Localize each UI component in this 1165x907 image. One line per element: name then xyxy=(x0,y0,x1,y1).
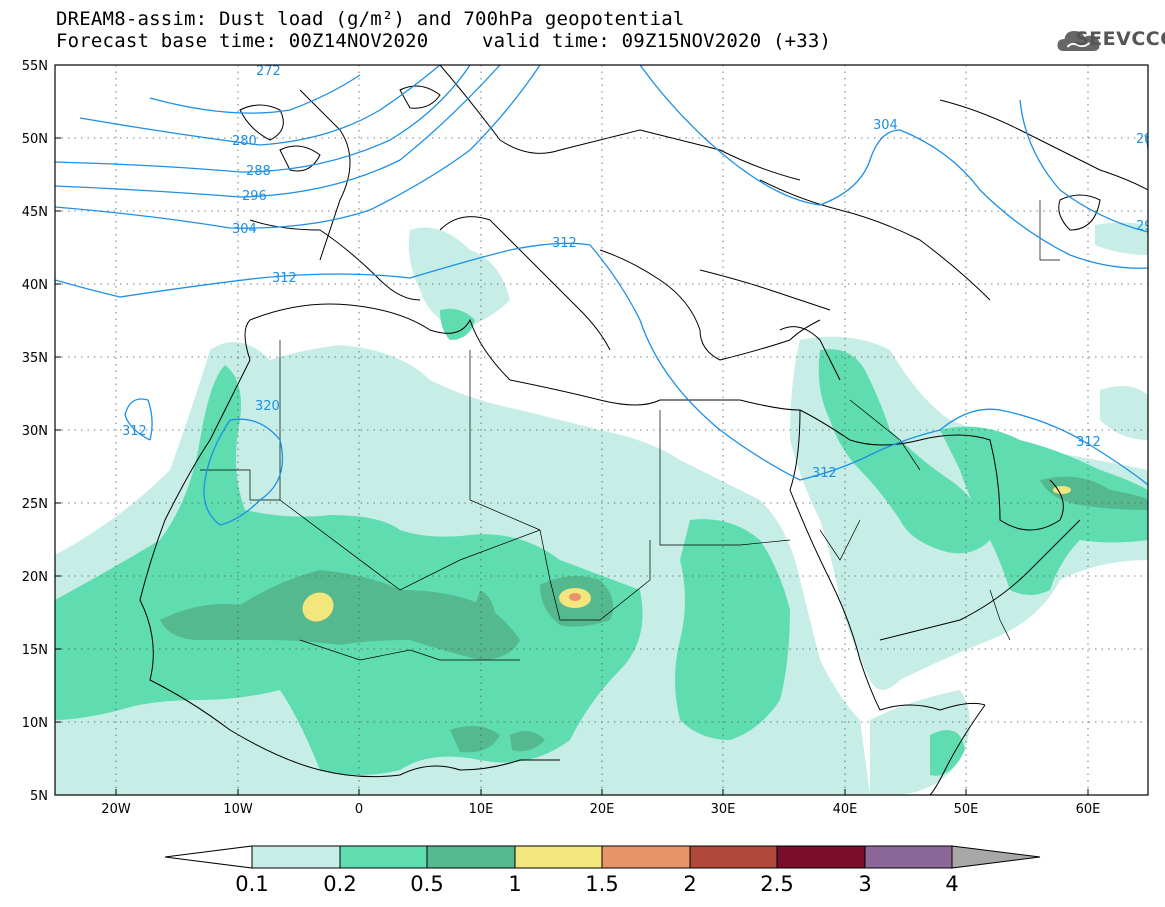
map-title-base-time: Forecast base time: 00Z14NOV2020 xyxy=(56,30,429,52)
lon-label: 60E xyxy=(1076,802,1101,817)
lat-label: 25N xyxy=(22,497,48,512)
lat-label: 50N xyxy=(22,132,48,147)
lon-label: 20W xyxy=(101,802,131,817)
gridlines xyxy=(55,65,1148,795)
colorbar-label: 2.5 xyxy=(760,872,793,896)
lat-label: 55N xyxy=(22,59,48,74)
colorbar-label: 0.2 xyxy=(323,872,356,896)
colorbar-labels: 0.1 0.2 0.5 1 1.5 2 2.5 3 4 xyxy=(235,872,958,896)
lat-label: 30N xyxy=(22,424,48,439)
svg-text:272: 272 xyxy=(256,64,281,79)
logo-text: SEEVCCC xyxy=(1075,28,1165,50)
colorbar-label: 2 xyxy=(683,872,696,896)
colorbar-cell xyxy=(864,845,953,869)
colorbar xyxy=(164,845,1041,869)
dust-level-3 xyxy=(160,476,1148,753)
svg-text:312: 312 xyxy=(812,466,837,481)
svg-text:304: 304 xyxy=(232,222,257,237)
lon-label: 50E xyxy=(954,802,979,817)
colorbar-right-arrow xyxy=(951,845,1041,869)
map-title-line1: DREAM8-assim: Dust load (g/m²) and 700hP… xyxy=(56,8,685,30)
colorbar-cell xyxy=(689,845,778,869)
lon-label: 30E xyxy=(711,802,736,817)
lon-label: 0 xyxy=(355,802,363,817)
lon-label: 10E xyxy=(469,802,494,817)
cloud-logo-icon xyxy=(1057,31,1100,51)
lat-label: 20N xyxy=(22,570,48,585)
colorbar-label: 4 xyxy=(945,872,958,896)
svg-text:296: 296 xyxy=(1136,219,1161,234)
lat-label: 40N xyxy=(22,278,48,293)
colorbar-label: 0.5 xyxy=(410,872,443,896)
longitude-labels: 20W 10W 0 10E 20E 30E 40E 50E 60E xyxy=(101,802,1100,817)
geopotential-contours xyxy=(55,65,1148,526)
axis-ticks xyxy=(55,64,1089,795)
svg-text:280: 280 xyxy=(232,134,257,149)
colorbar-cell xyxy=(339,845,428,869)
svg-text:296: 296 xyxy=(242,189,267,204)
lon-label: 10W xyxy=(223,802,253,817)
colorbar-left-arrow xyxy=(164,845,253,869)
svg-text:312: 312 xyxy=(272,271,297,286)
lon-label: 20E xyxy=(590,802,615,817)
svg-text:288: 288 xyxy=(1136,132,1161,147)
latitude-labels: 55N 50N 45N 40N 35N 30N 25N 20N 15N 10N … xyxy=(22,59,48,804)
colorbar-cell xyxy=(601,845,691,869)
colorbar-cell xyxy=(514,845,603,869)
lat-label: 15N xyxy=(22,643,48,658)
dust-level-5 xyxy=(569,593,581,601)
svg-text:312: 312 xyxy=(552,236,577,251)
borders xyxy=(200,200,1060,661)
colorbar-cell xyxy=(426,845,516,869)
colorbar-label: 1 xyxy=(508,872,521,896)
coastlines xyxy=(139,65,1148,795)
lat-label: 10N xyxy=(22,716,48,731)
svg-text:304: 304 xyxy=(873,118,898,133)
dust-level-2 xyxy=(55,308,1148,776)
contour-labels: 272 280 288 296 304 312 312 320 312 312 … xyxy=(122,64,1161,481)
lon-label: 40E xyxy=(833,802,858,817)
colorbar-cell xyxy=(251,845,341,869)
lat-label: 35N xyxy=(22,351,48,366)
svg-text:320: 320 xyxy=(255,399,280,414)
dust-fields: 272 280 288 296 304 312 312 320 312 312 … xyxy=(55,64,1161,795)
colorbar-label: 0.1 xyxy=(235,872,268,896)
lat-label: 45N xyxy=(22,205,48,220)
svg-text:288: 288 xyxy=(246,164,271,179)
svg-text:312: 312 xyxy=(1076,435,1101,450)
colorbar-label: 1.5 xyxy=(585,872,618,896)
colorbar-cell xyxy=(776,845,866,869)
map-title-valid-time: valid time: 09Z15NOV2020 (+33) xyxy=(482,30,832,52)
svg-text:312: 312 xyxy=(122,424,147,439)
colorbar-label: 3 xyxy=(858,872,871,896)
lat-label: 5N xyxy=(30,789,48,804)
